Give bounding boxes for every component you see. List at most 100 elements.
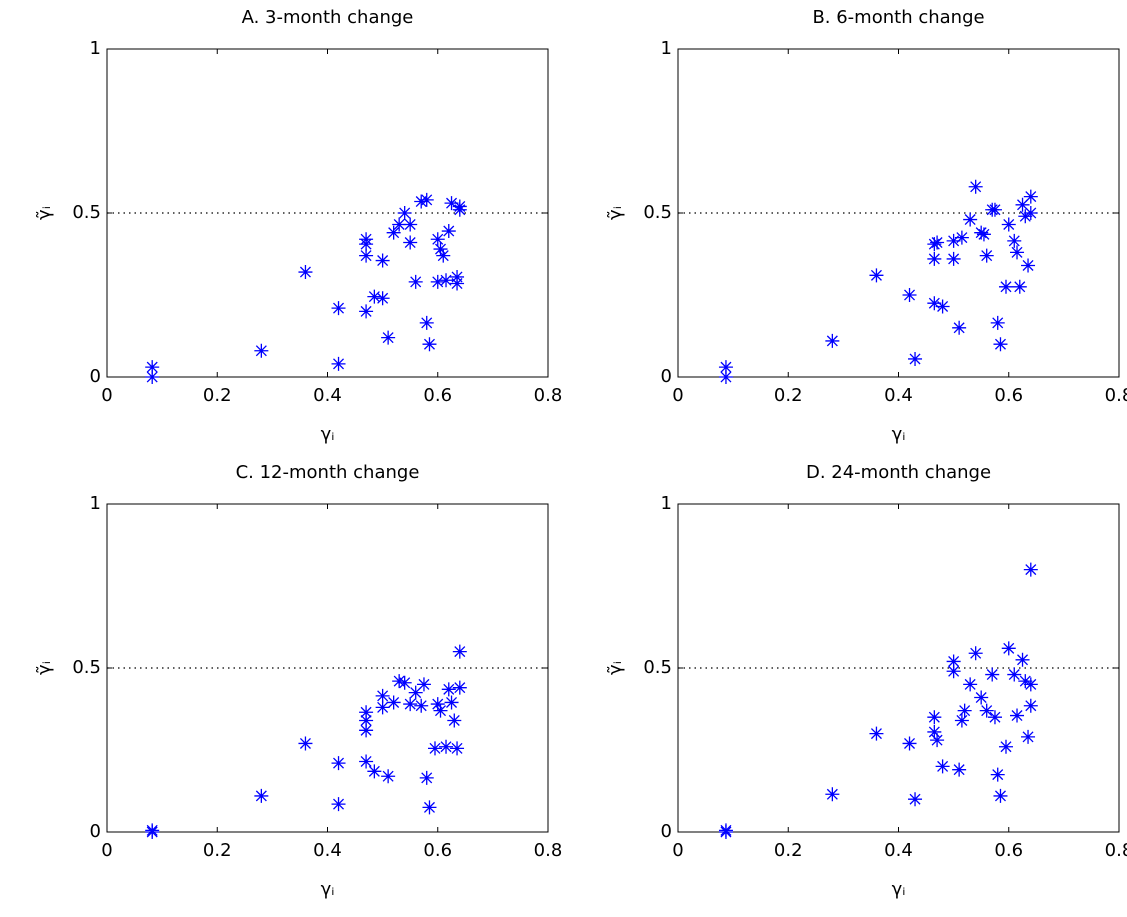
x-tick-label: 0.4: [884, 385, 913, 406]
point: [433, 703, 448, 718]
y-tick-label: 0.5: [643, 202, 672, 223]
point: [331, 301, 346, 316]
point: [145, 370, 160, 384]
x-tick-label: 0.8: [1105, 385, 1127, 406]
point: [430, 274, 445, 289]
point: [359, 713, 374, 728]
point: [987, 710, 1002, 725]
point: [927, 251, 942, 266]
point: [974, 225, 989, 240]
x-tick-label: 0.6: [994, 840, 1023, 861]
x-tick-label: 0: [672, 385, 683, 406]
x-axis-label: γᵢ: [321, 879, 335, 900]
x-axis-label: γᵢ: [892, 424, 906, 445]
point: [436, 248, 451, 263]
point: [1018, 674, 1033, 689]
y-tick-label: 0: [90, 366, 101, 387]
x-tick-label: 0: [101, 840, 112, 861]
point: [718, 360, 733, 375]
y-axis-label: γ̃ᵢ: [605, 206, 626, 220]
point: [1021, 729, 1036, 744]
point: [1012, 279, 1027, 294]
point: [927, 710, 942, 725]
point: [403, 235, 418, 250]
point: [375, 700, 390, 715]
point: [946, 654, 961, 669]
point: [359, 723, 374, 738]
point: [1023, 189, 1038, 204]
point: [718, 370, 733, 384]
point: [450, 269, 465, 284]
point: [1015, 652, 1030, 667]
x-tick-label: 0: [672, 840, 683, 861]
point: [952, 762, 967, 777]
point: [403, 217, 418, 232]
x-tick-label: 0.2: [774, 840, 803, 861]
chart-title: B. 6-month change: [812, 7, 984, 28]
point: [408, 274, 423, 289]
point: [419, 192, 434, 207]
point: [985, 667, 1000, 682]
point: [408, 685, 423, 700]
point: [359, 754, 374, 769]
point: [930, 733, 945, 748]
point: [825, 333, 840, 348]
point: [298, 265, 313, 280]
y-axis-label: γ̃ᵢ: [34, 661, 55, 675]
point: [1023, 206, 1038, 220]
point: [954, 713, 969, 728]
x-tick-label: 0.2: [203, 840, 232, 861]
point: [979, 248, 994, 263]
point: [979, 703, 994, 718]
point: [930, 235, 945, 250]
y-tick-label: 0: [661, 366, 672, 387]
point: [433, 242, 448, 257]
point: [381, 769, 396, 784]
point: [359, 705, 374, 720]
point: [403, 697, 418, 712]
point: [952, 320, 967, 335]
x-tick-label: 0.2: [774, 385, 803, 406]
point: [359, 248, 374, 263]
chart-title: C. 12-month change: [236, 462, 420, 483]
point: [414, 698, 429, 713]
x-tick-label: 0.4: [313, 840, 342, 861]
y-tick-label: 1: [661, 38, 672, 59]
point: [1010, 245, 1025, 260]
point: [427, 741, 442, 756]
point: [1001, 641, 1016, 656]
x-tick-label: 0.8: [534, 385, 563, 406]
point: [386, 225, 401, 240]
point: [902, 288, 917, 302]
point: [416, 677, 431, 692]
point: [1001, 217, 1016, 232]
point: [452, 680, 467, 695]
point: [1018, 209, 1033, 224]
x-tick-label: 0.8: [534, 840, 563, 861]
point: [869, 726, 884, 741]
x-tick-label: 0.4: [884, 840, 913, 861]
point: [254, 343, 269, 358]
point: [450, 741, 465, 756]
y-tick-label: 0: [661, 821, 672, 842]
point: [298, 736, 313, 751]
point: [927, 296, 942, 311]
point: [447, 713, 462, 728]
x-tick-label: 0.8: [1105, 840, 1127, 861]
point: [1021, 258, 1036, 273]
y-tick-label: 0.5: [72, 657, 101, 678]
x-tick-label: 0.6: [423, 385, 452, 406]
point: [386, 695, 401, 710]
point: [359, 304, 374, 319]
point: [998, 279, 1013, 294]
point: [993, 788, 1008, 803]
point: [452, 202, 467, 217]
point: [359, 237, 374, 252]
point: [419, 770, 434, 785]
point: [935, 759, 950, 774]
y-tick-label: 1: [661, 493, 672, 514]
point: [367, 764, 382, 779]
y-axis-label: γ̃ᵢ: [605, 661, 626, 675]
point: [1023, 562, 1038, 577]
